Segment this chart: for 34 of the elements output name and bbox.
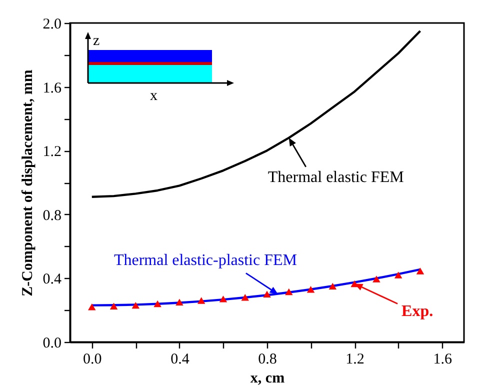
- annotation: x: [150, 88, 158, 104]
- y-tick-label: 0.8: [42, 208, 62, 224]
- annotation: Thermal elastic FEM: [268, 168, 404, 186]
- point: [285, 288, 293, 296]
- annotation: Exp.: [402, 302, 434, 320]
- point: [263, 290, 271, 298]
- y-tick-label: 0.4: [42, 272, 62, 288]
- y-tick-label: 0.0: [42, 336, 62, 352]
- point: [219, 296, 228, 302]
- point: [88, 304, 96, 310]
- point: [154, 300, 162, 308]
- point: [328, 282, 337, 290]
- x-tick-label: 0.0: [83, 352, 102, 368]
- annotation: Thermal elastic-plastic FEM: [114, 252, 298, 270]
- line-series: [90, 30, 422, 198]
- point: [241, 294, 249, 301]
- point: [132, 302, 140, 309]
- point: [197, 297, 206, 304]
- annotation: z: [93, 33, 100, 49]
- y-tick-label: 1.6: [42, 80, 62, 96]
- point: [176, 298, 184, 306]
- x-tick-label: 1.6: [433, 352, 452, 368]
- y-axis-title: Z-Component of displacement, mm: [20, 69, 36, 296]
- point: [110, 302, 118, 310]
- x-tick-label: 1.2: [346, 352, 364, 368]
- y-tick-label: 2.0: [42, 16, 62, 32]
- point: [394, 272, 402, 278]
- point: [306, 286, 315, 293]
- x-axis-title: x, cm: [250, 370, 286, 386]
- x-tick-label: 0.8: [258, 352, 277, 368]
- point: [372, 276, 380, 282]
- point: [416, 268, 424, 274]
- y-tick-label: 1.2: [42, 144, 62, 160]
- x-tick-label: 0.4: [170, 352, 190, 368]
